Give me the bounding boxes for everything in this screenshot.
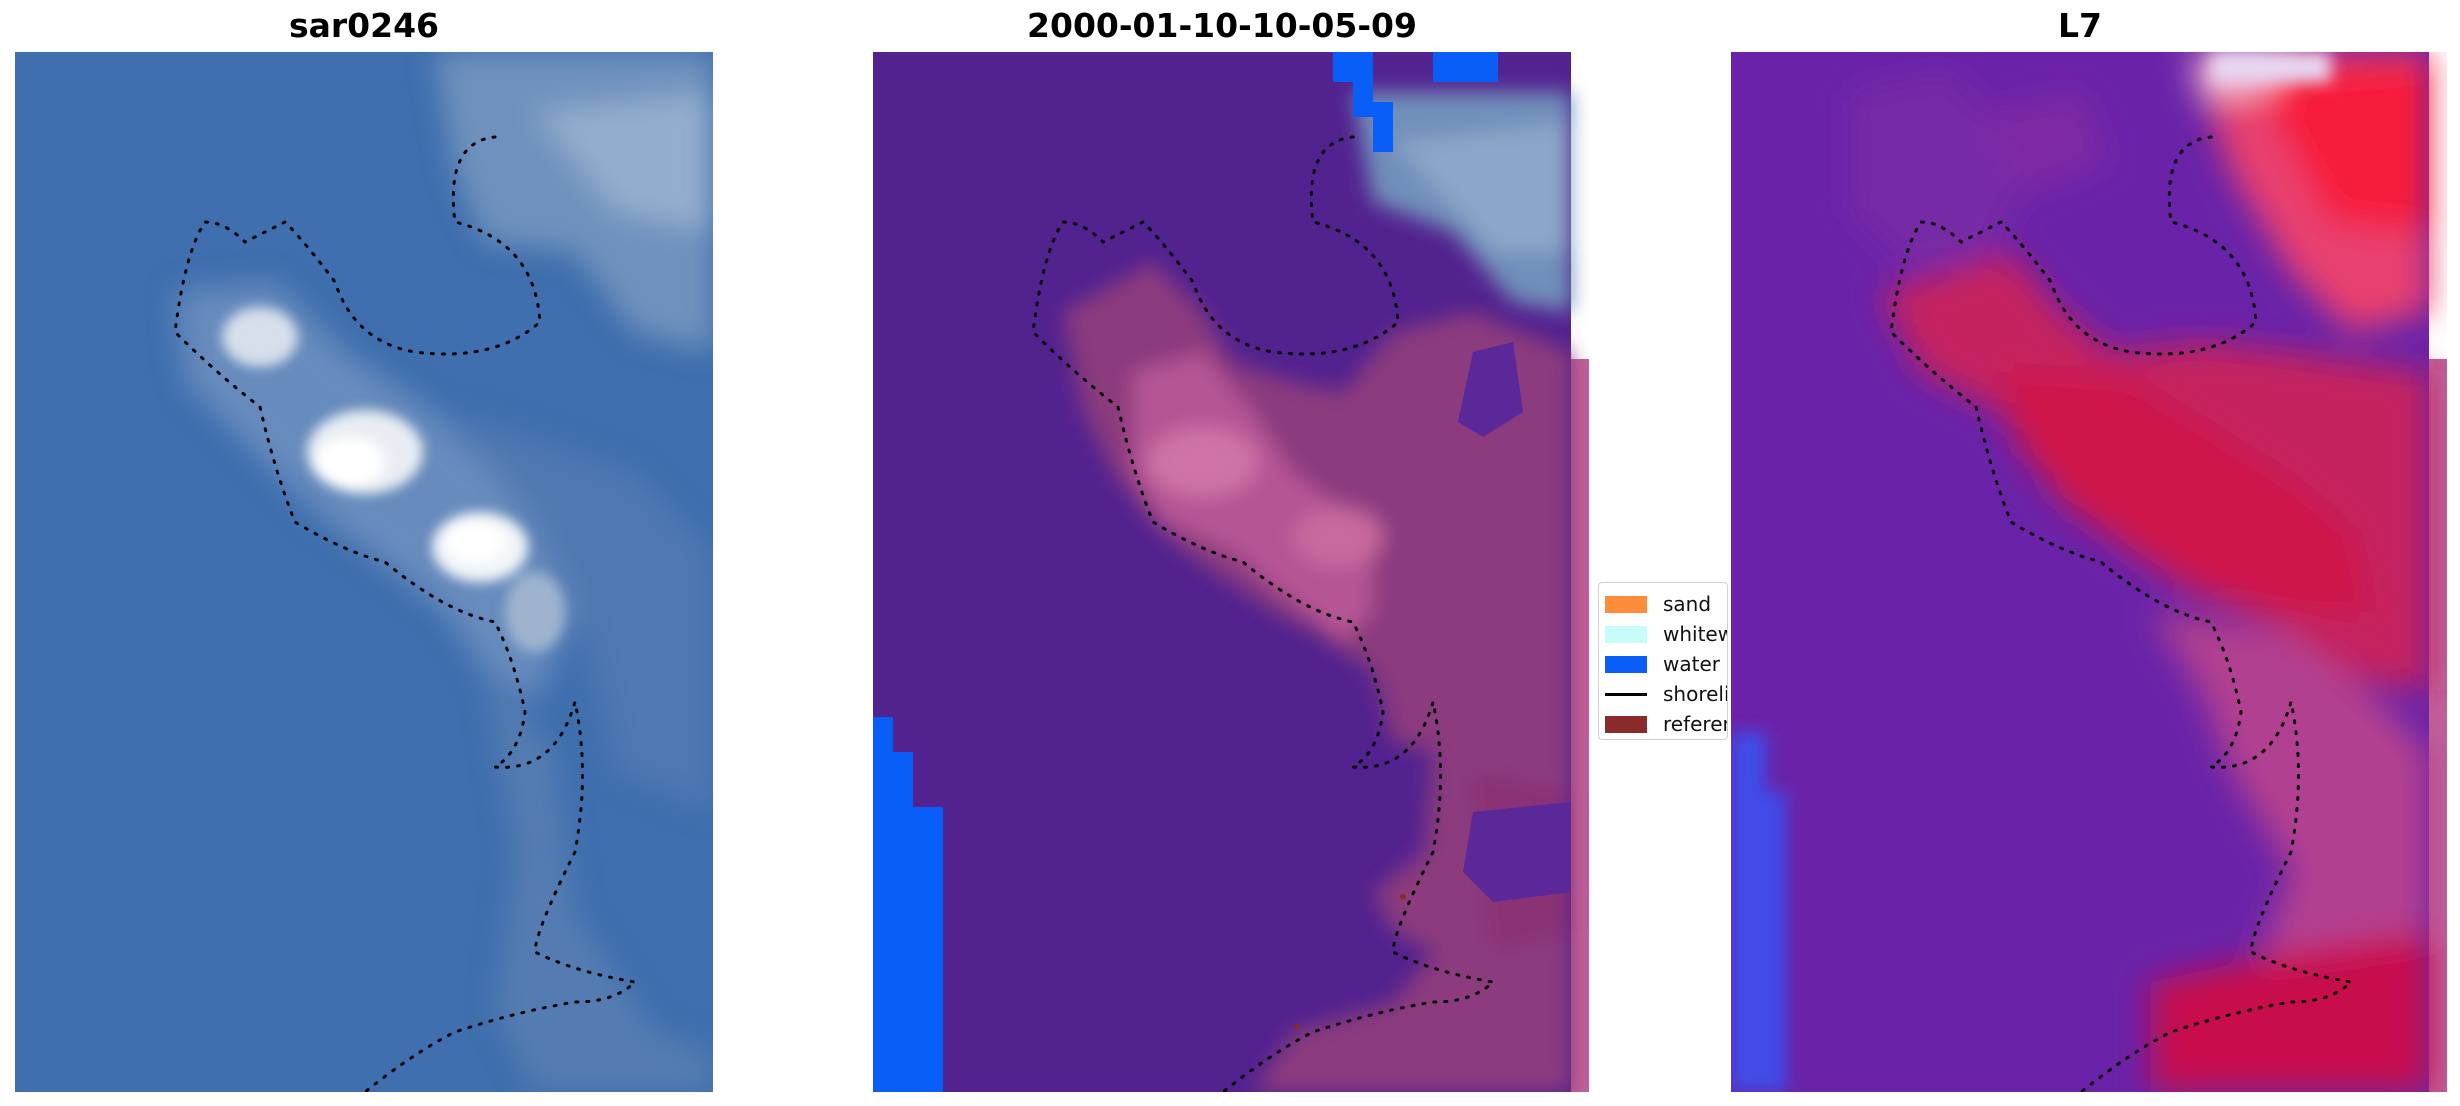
legend-line-swatch bbox=[1605, 692, 1647, 696]
legend-label: reference bbox=[1663, 712, 1727, 736]
legend-item-sand: sand bbox=[1605, 591, 1711, 617]
shoreline-trace-index bbox=[1889, 135, 2355, 1092]
legend-label: shoreline bbox=[1663, 682, 1727, 706]
shoreline-trace-classified bbox=[1031, 135, 1497, 1092]
panel-title-index: L7 bbox=[2058, 6, 2102, 45]
index-image-panel bbox=[1731, 52, 2447, 1092]
legend-color-swatch bbox=[1605, 595, 1647, 613]
rgb-image-panel bbox=[15, 52, 713, 1092]
legend-item-reference: reference bbox=[1605, 711, 1727, 737]
legend-color-swatch bbox=[1605, 655, 1647, 673]
legend-color-swatch bbox=[1605, 715, 1647, 733]
legend-item-shoreline: shoreline bbox=[1605, 681, 1727, 707]
classified-image-panel bbox=[873, 52, 1589, 1092]
rgb-image bbox=[15, 52, 713, 1092]
classified-image bbox=[873, 52, 1589, 1092]
index-image bbox=[1731, 52, 2447, 1092]
shoreline-trace-rgb bbox=[173, 135, 639, 1092]
legend-label: water bbox=[1663, 652, 1720, 676]
legend-item-water: water bbox=[1605, 651, 1720, 677]
panel-title-rgb: sar0246 bbox=[288, 6, 440, 45]
legend-color-swatch bbox=[1605, 625, 1647, 643]
panel-title-classified: 2000-01-10-10-05-09 bbox=[1027, 6, 1417, 45]
legend-label: sand bbox=[1663, 592, 1712, 616]
